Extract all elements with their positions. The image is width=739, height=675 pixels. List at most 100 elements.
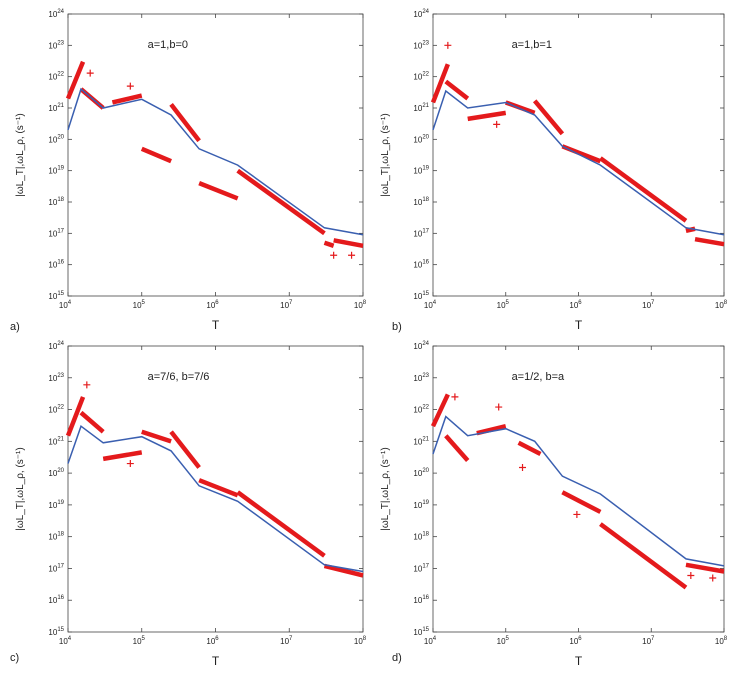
red-plus-marker [83, 381, 91, 389]
x-tick-label: 105 [133, 636, 146, 646]
tick-base: 10 [48, 292, 57, 301]
tick-exponent: 20 [422, 134, 429, 140]
red-segment [517, 440, 542, 456]
tick-base: 10 [413, 437, 422, 446]
tick-base: 10 [48, 596, 57, 605]
tick-exponent: 19 [57, 166, 64, 172]
red-plus-marker [495, 403, 503, 411]
y-tick-label: 1016 [413, 595, 429, 605]
red-plus-marker [444, 41, 452, 49]
tick-exponent: 6 [215, 300, 219, 306]
y-tick-label: 1023 [48, 40, 64, 50]
y-axis-label: |ωL_T|,ωL_ρ, (s⁻¹) [380, 447, 391, 530]
panel-label: a) [10, 321, 20, 333]
x-tick-label: 107 [642, 636, 655, 646]
y-tick-label: 1019 [413, 500, 429, 510]
y-axis-label: |ωL_T|,ωL_ρ, (s⁻¹) [15, 447, 26, 530]
red-segment [102, 450, 143, 462]
red-plus-marker [126, 460, 134, 468]
y-tick-label: 1017 [413, 563, 429, 573]
y-tick-label: 1024 [48, 9, 64, 19]
tick-exponent: 5 [506, 636, 510, 642]
y-tick-label: 1015 [413, 291, 429, 301]
tick-base: 10 [48, 564, 57, 573]
tick-base: 10 [413, 167, 422, 176]
red-segment [467, 110, 507, 122]
tick-base: 10 [206, 637, 215, 646]
tick-base: 10 [413, 261, 422, 270]
x-tick-label: 108 [715, 300, 728, 310]
y-tick-label: 1022 [413, 72, 429, 82]
chart-panel-3: 104 105 106 107 1081015101610171018101910201… [10, 341, 367, 668]
tick-exponent: 17 [422, 228, 429, 234]
y-tick-label: 1016 [48, 595, 64, 605]
tick-base: 10 [59, 301, 68, 310]
tick-base: 10 [354, 301, 363, 310]
x-tick-label: 108 [354, 636, 367, 646]
tick-base: 10 [48, 437, 57, 446]
tick-base: 10 [48, 229, 57, 238]
y-tick-label: 1023 [413, 40, 429, 50]
tick-base: 10 [413, 342, 422, 351]
red-segment [333, 238, 364, 249]
red-segment [444, 79, 470, 101]
tick-base: 10 [133, 301, 142, 310]
y-tick-label: 1022 [48, 405, 64, 415]
tick-exponent: 4 [68, 300, 72, 306]
tick-exponent: 16 [57, 260, 64, 266]
tick-base: 10 [280, 301, 289, 310]
tick-exponent: 15 [57, 291, 64, 297]
red-segment [65, 396, 86, 437]
red-plus-marker [126, 82, 134, 90]
tick-base: 10 [48, 261, 57, 270]
red-segment [141, 429, 172, 444]
tick-exponent: 4 [433, 636, 437, 642]
tick-base: 10 [642, 301, 651, 310]
tick-exponent: 19 [422, 166, 429, 172]
tick-exponent: 7 [651, 636, 655, 642]
tick-base: 10 [569, 637, 578, 646]
x-tick-label: 106 [569, 300, 582, 310]
tick-base: 10 [413, 596, 422, 605]
tick-base: 10 [642, 637, 651, 646]
tick-base: 10 [413, 533, 422, 542]
tick-base: 10 [715, 301, 724, 310]
tick-exponent: 24 [422, 341, 429, 347]
tick-base: 10 [569, 301, 578, 310]
red-segment [694, 236, 725, 247]
tick-base: 10 [48, 10, 57, 19]
panel-label: b) [392, 321, 402, 333]
tick-exponent: 20 [57, 134, 64, 140]
tick-exponent: 20 [422, 468, 429, 474]
x-tick-label: 106 [206, 300, 219, 310]
x-tick-label: 108 [715, 636, 728, 646]
tick-base: 10 [413, 104, 422, 113]
tick-base: 10 [424, 637, 433, 646]
tick-exponent: 23 [422, 40, 429, 46]
red-segment [430, 393, 450, 428]
x-tick-label: 105 [497, 636, 510, 646]
x-tick-label: 107 [280, 636, 293, 646]
tick-exponent: 18 [422, 532, 429, 538]
y-tick-label: 1018 [48, 532, 64, 542]
tick-base: 10 [413, 229, 422, 238]
y-tick-label: 1024 [48, 341, 64, 351]
red-plus-marker [573, 510, 581, 518]
y-tick-label: 1018 [413, 197, 429, 207]
tick-base: 10 [48, 167, 57, 176]
tick-exponent: 7 [289, 300, 293, 306]
y-tick-label: 1017 [413, 228, 429, 238]
red-plus-marker [519, 464, 527, 472]
y-tick-label: 1020 [413, 134, 429, 144]
tick-exponent: 22 [57, 405, 64, 411]
tick-base: 10 [413, 73, 422, 82]
red-plus-marker [493, 120, 501, 128]
tick-base: 10 [133, 637, 142, 646]
chart-title: a=1,b=1 [512, 39, 552, 51]
tick-exponent: 24 [57, 9, 64, 15]
y-tick-label: 1017 [48, 228, 64, 238]
tick-base: 10 [48, 533, 57, 542]
tick-base: 10 [48, 73, 57, 82]
y-tick-label: 1020 [413, 468, 429, 478]
y-tick-label: 1022 [48, 72, 64, 82]
